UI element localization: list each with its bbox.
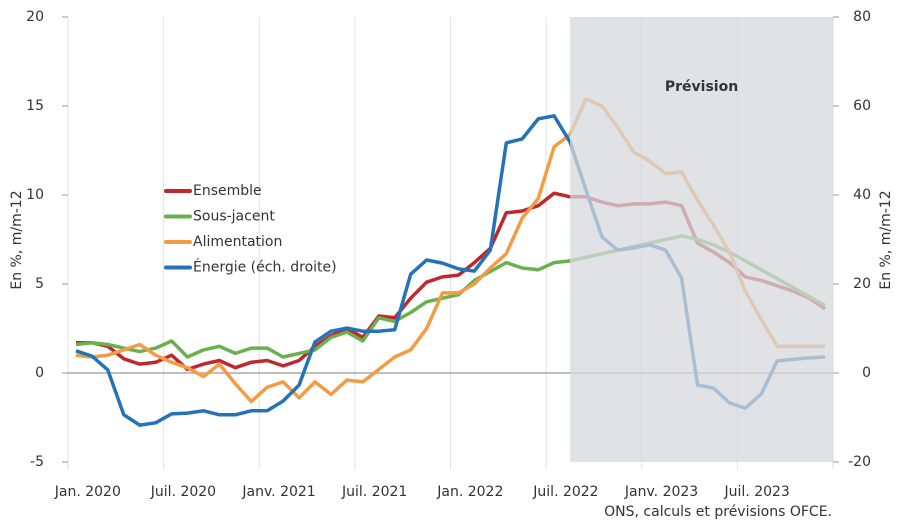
y2-tick-label: 60	[853, 98, 871, 114]
y-tick-label: -5	[30, 454, 44, 470]
x-tick-label: Juil. 2023	[724, 484, 790, 500]
legend-label: Alimentation	[193, 234, 282, 250]
legend-label: Ensemble	[193, 183, 262, 199]
y2-tick-label: 40	[853, 187, 871, 203]
x-tick-label: Jan. 2020	[54, 484, 121, 500]
x-tick-label: Jan. 2022	[436, 484, 503, 500]
legend-label: Sous-jacent	[193, 209, 275, 225]
source: ONS, calculs et prévisions OFCE.	[604, 504, 832, 520]
y2-axis-label: En %, m/m-12	[878, 190, 894, 289]
forecast-region	[570, 17, 833, 462]
forecast-label: Prévision	[665, 79, 738, 95]
legend-label: Énergie (éch. droite)	[193, 259, 337, 276]
x-tick-label: Janv. 2021	[241, 484, 315, 500]
y2-tick-label: 80	[853, 9, 871, 25]
y2-tick-label: 0	[862, 365, 871, 381]
y-axis-label: En %, m/m-12	[9, 190, 25, 289]
y-tick-label: 5	[35, 276, 44, 292]
y-tick-label: 20	[26, 9, 44, 25]
y-tick-label: 0	[35, 365, 44, 381]
y2-tick-label: -20	[848, 454, 871, 470]
y2-tick-label: 20	[853, 276, 871, 292]
x-tick-label: Juil. 2022	[532, 484, 598, 500]
x-tick-label: Juil. 2020	[150, 484, 216, 500]
x-tick-label: Janv. 2023	[624, 484, 698, 500]
y-tick-label: 15	[26, 98, 44, 114]
y-tick-label: 10	[26, 187, 44, 203]
x-tick-label: Juil. 2021	[341, 484, 407, 500]
